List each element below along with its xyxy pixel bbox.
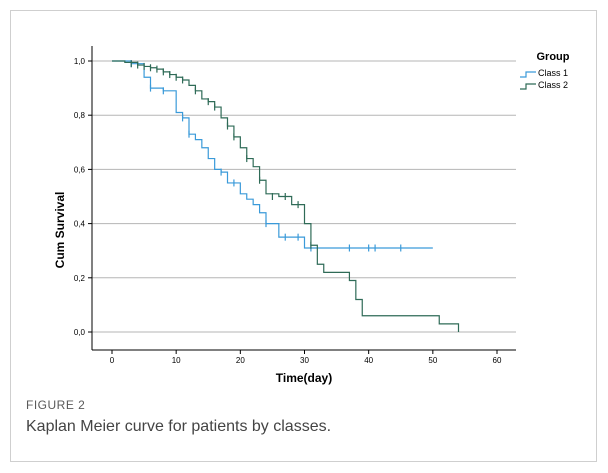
x-tick-label: 50 bbox=[428, 356, 437, 365]
survival-curves bbox=[112, 60, 460, 332]
y-tick-label: 0,6 bbox=[74, 165, 86, 174]
y-tick-label: 0,8 bbox=[74, 111, 86, 120]
tick-labels: 0,0 0,2 0,4 0,6 0,8 1,0 0 10 20 30 40 50 60 bbox=[74, 57, 502, 365]
y-axis-label: Cum Survival bbox=[53, 192, 67, 269]
figure-frame bbox=[10, 10, 597, 462]
axes bbox=[88, 46, 516, 354]
x-axis-label: Time(day) bbox=[276, 371, 332, 385]
legend-label-class-2: Class 2 bbox=[538, 80, 568, 90]
x-tick-label: 30 bbox=[300, 356, 309, 365]
y-tick-label: 0,2 bbox=[74, 274, 86, 283]
y-tick-label: 0,4 bbox=[74, 220, 86, 229]
x-tick-label: 20 bbox=[236, 356, 245, 365]
legend-swatch-class-1 bbox=[520, 71, 536, 78]
x-tick-label: 0 bbox=[110, 356, 115, 365]
grid-lines bbox=[92, 60, 516, 333]
y-tick-label: 0,0 bbox=[74, 328, 86, 337]
legend-title: Group bbox=[537, 51, 570, 63]
figure-caption: Kaplan Meier curve for patients by class… bbox=[26, 418, 332, 435]
survival-curve-class-1 bbox=[112, 60, 433, 249]
x-tick-label: 40 bbox=[364, 356, 373, 365]
legend-swatch-class-2 bbox=[520, 83, 536, 90]
legend: Group Class 1 Class 2 bbox=[520, 51, 570, 90]
y-tick-label: 1,0 bbox=[74, 57, 86, 66]
figure-label: FIGURE 2 bbox=[26, 398, 86, 412]
x-tick-label: 60 bbox=[493, 356, 502, 365]
x-tick-label: 10 bbox=[172, 356, 181, 365]
legend-label-class-1: Class 1 bbox=[538, 68, 568, 78]
kaplan-meier-chart: 0,0 0,2 0,4 0,6 0,8 1,0 0 10 20 30 40 50 60 Group Cla… bbox=[53, 46, 570, 385]
